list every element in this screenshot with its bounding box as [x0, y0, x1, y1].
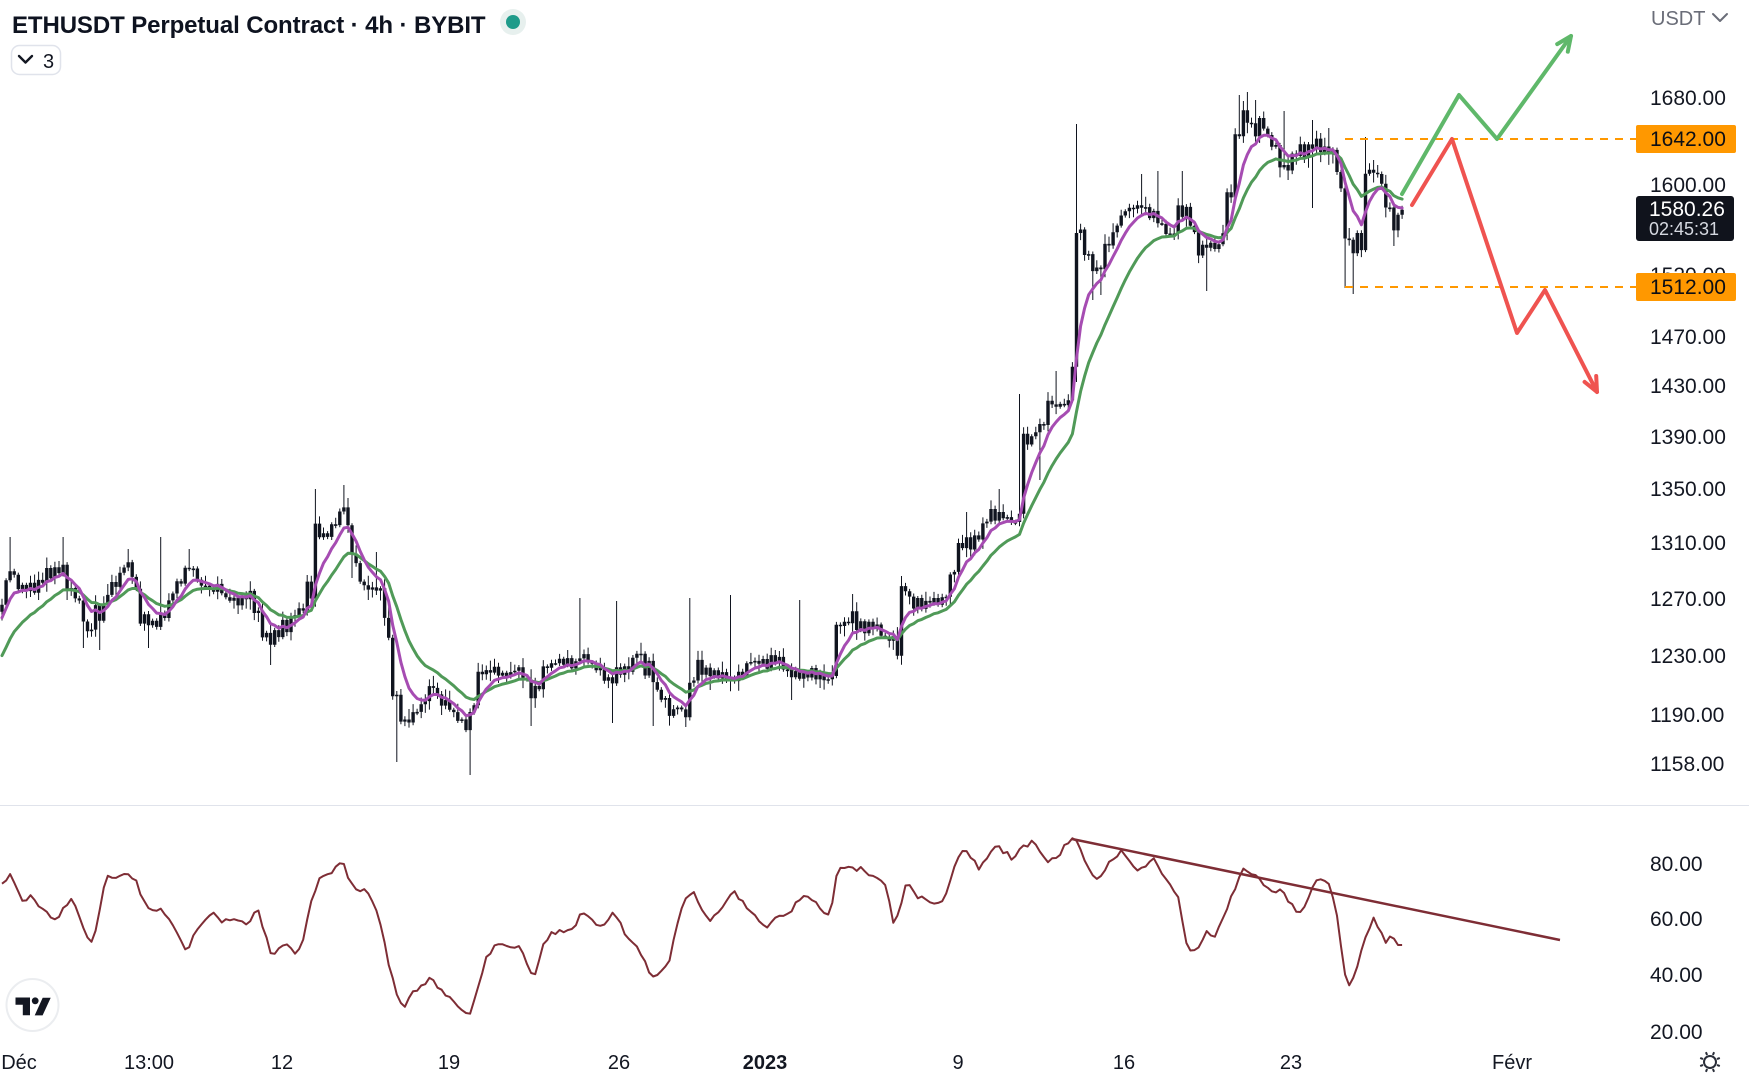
- svg-text:1310.00: 1310.00: [1650, 532, 1726, 555]
- svg-text:1190.00: 1190.00: [1650, 704, 1724, 727]
- svg-text:1230.00: 1230.00: [1650, 645, 1726, 668]
- svg-text:1350.00: 1350.00: [1650, 478, 1726, 501]
- svg-text:1512.00: 1512.00: [1650, 276, 1726, 299]
- svg-text:3: 3: [43, 51, 54, 73]
- svg-text:13:00: 13:00: [124, 1052, 174, 1074]
- svg-text:USDT: USDT: [1651, 8, 1705, 30]
- svg-text:16: 16: [1113, 1052, 1135, 1074]
- svg-text:26: 26: [608, 1052, 630, 1074]
- svg-text:40.00: 40.00: [1650, 964, 1703, 987]
- svg-text:1158.00: 1158.00: [1650, 753, 1724, 776]
- svg-text:1680.00: 1680.00: [1650, 87, 1726, 110]
- svg-text:1580.26: 1580.26: [1649, 198, 1725, 221]
- svg-text:1600.00: 1600.00: [1650, 174, 1726, 197]
- svg-text:60.00: 60.00: [1650, 908, 1703, 931]
- svg-text:ETHUSDT Perpetual Contract · 4: ETHUSDT Perpetual Contract · 4h · BYBIT: [12, 12, 486, 39]
- svg-text:80.00: 80.00: [1650, 853, 1703, 876]
- svg-text:2023: 2023: [743, 1052, 788, 1074]
- svg-text:1270.00: 1270.00: [1650, 588, 1726, 611]
- svg-text:9: 9: [952, 1052, 963, 1074]
- svg-text:20.00: 20.00: [1650, 1021, 1703, 1044]
- svg-text:12: 12: [271, 1052, 293, 1074]
- svg-text:1470.00: 1470.00: [1650, 326, 1726, 349]
- svg-text:Févr: Févr: [1492, 1052, 1532, 1074]
- svg-text:02:45:31: 02:45:31: [1649, 219, 1719, 239]
- svg-text:1430.00: 1430.00: [1650, 375, 1726, 398]
- svg-text:23: 23: [1280, 1052, 1302, 1074]
- svg-text:19: 19: [438, 1052, 460, 1074]
- svg-text:Déc: Déc: [1, 1052, 37, 1074]
- svg-text:1390.00: 1390.00: [1650, 426, 1726, 449]
- svg-text:1642.00: 1642.00: [1650, 128, 1726, 151]
